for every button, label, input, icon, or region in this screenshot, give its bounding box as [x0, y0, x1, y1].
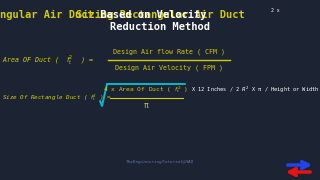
Text: Sizing Rectangular Air Duct: Sizing Rectangular Air Duct	[0, 10, 94, 20]
Text: 4 x Area Of Duct ( $f_t^2$ ): 4 x Area Of Duct ( $f_t^2$ )	[103, 85, 188, 95]
Text: π: π	[144, 102, 148, 111]
Text: Design Air Velocity ( FPM ): Design Air Velocity ( FPM )	[115, 65, 223, 71]
Text: Size Of Rectangle Duct ( $f_t^2$ ) =: Size Of Rectangle Duct ( $f_t^2$ ) =	[2, 93, 112, 103]
Text: X 12 Inches / 2 $R^2$ X π / Height or Width of Duct: X 12 Inches / 2 $R^2$ X π / Height or Wi…	[188, 85, 320, 95]
Text: Area OF Duct (  $f_t^2$  ) =: Area OF Duct ( $f_t^2$ ) =	[2, 53, 94, 67]
Text: 2 x: 2 x	[271, 8, 280, 13]
Text: Sizing Rectangular Air Duct: Sizing Rectangular Air Duct	[76, 10, 244, 20]
Text: Based on Velocity: Based on Velocity	[94, 10, 206, 20]
Text: Reduction Method: Reduction Method	[110, 22, 210, 32]
Text: TheEngineeringTutorial@HAQ: TheEngineeringTutorial@HAQ	[126, 160, 194, 164]
Text: Design Air flow Rate ( CFM ): Design Air flow Rate ( CFM )	[113, 49, 225, 55]
